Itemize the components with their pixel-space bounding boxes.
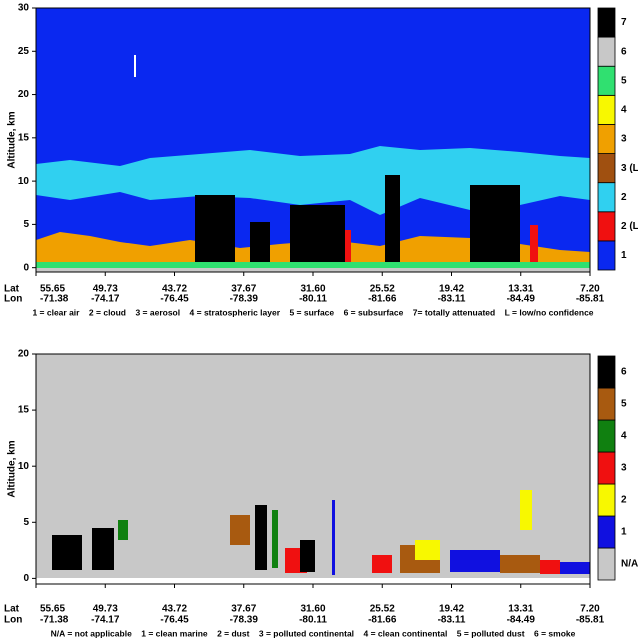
legend-swatch	[597, 153, 616, 184]
legend-swatch	[597, 182, 616, 213]
legend-swatch	[597, 124, 616, 154]
y-tick-label: 5	[23, 517, 29, 528]
legend-label: 2 (L)	[621, 221, 638, 232]
x-tick-label: -85.81	[576, 294, 605, 305]
legend-label: 5	[621, 399, 627, 410]
legend-label: 2	[621, 192, 627, 203]
x-tick-label: -80.11	[299, 294, 327, 305]
legend-label: N/A	[621, 559, 638, 570]
x-tick-label: -85.81	[576, 615, 605, 626]
legend-label: 6	[621, 46, 627, 57]
legend-note: N/A = not applicable 1 = clean marine 2 …	[51, 628, 576, 638]
x-tick-label: 7.20	[580, 284, 600, 295]
x-tick-label: 49.73	[93, 604, 118, 615]
legend-label: 4	[621, 431, 627, 442]
y-tick-label: 25	[18, 46, 30, 57]
x-tick-label: -81.66	[368, 294, 397, 305]
x-tick-label: -83.11	[438, 615, 466, 626]
legend-label: 2	[621, 495, 627, 506]
x-tick-label: 13.31	[508, 604, 533, 615]
legend-note: 1 = clear air 2 = cloud 3 = aerosol 4 = …	[32, 307, 593, 317]
x-tick-label: -84.49	[507, 294, 536, 305]
legend-swatch	[597, 515, 616, 549]
x-tick-label: -84.49	[507, 615, 536, 626]
x-row-name: Lat	[4, 284, 20, 295]
x-tick-label: 13.31	[508, 284, 533, 295]
legend-swatch	[597, 94, 616, 125]
legend-swatch	[597, 355, 616, 389]
x-tick-label: -71.38	[40, 294, 69, 305]
legend-swatch	[597, 7, 616, 38]
legend-label: 3	[621, 134, 627, 145]
curtain-bottom	[36, 354, 590, 584]
x-tick-label: -74.17	[91, 294, 120, 305]
x-tick-label: -71.38	[40, 615, 69, 626]
y-tick-label: 20	[18, 349, 30, 360]
x-tick-label: 43.72	[162, 284, 187, 295]
x-tick-label: -83.11	[438, 294, 466, 305]
x-tick-label: -80.11	[299, 615, 327, 626]
x-tick-label: 31.60	[300, 604, 325, 615]
legend-swatch	[597, 387, 616, 421]
y-axis-label: Altitude, km	[7, 440, 18, 497]
y-tick-label: 10	[18, 461, 30, 472]
x-tick-label: 37.67	[231, 284, 256, 295]
x-tick-label: 49.73	[93, 284, 118, 295]
x-row-name: Lat	[4, 604, 20, 615]
y-axis-label: Altitude, km	[7, 111, 18, 168]
x-tick-label: 7.20	[580, 604, 600, 615]
x-tick-label: 43.72	[162, 604, 187, 615]
x-tick-label: -76.45	[160, 294, 189, 305]
x-tick-label: -81.66	[368, 615, 397, 626]
legend-label: 3	[621, 463, 627, 474]
legend-swatch	[597, 419, 616, 453]
x-tick-label: 19.42	[439, 284, 464, 295]
legend-swatch	[597, 36, 616, 67]
y-tick-label: 0	[23, 262, 29, 273]
x-tick-label: 25.52	[370, 284, 395, 295]
legend-swatch	[597, 65, 616, 96]
legend-label: 7	[621, 17, 627, 28]
y-tick-label: 15	[18, 405, 30, 416]
y-tick-label: 5	[23, 219, 29, 230]
x-tick-label: 55.65	[40, 604, 65, 615]
legend-swatch	[597, 451, 616, 485]
x-row-name: Lon	[4, 294, 22, 305]
x-row-name: Lon	[4, 615, 22, 626]
legend-swatch	[597, 211, 616, 242]
legend-swatch	[597, 483, 616, 517]
legend-swatch	[597, 240, 616, 271]
x-tick-label: -78.39	[230, 294, 259, 305]
curtain-top	[36, 8, 590, 272]
x-tick-label: -76.45	[160, 615, 189, 626]
x-tick-label: 31.60	[300, 284, 325, 295]
legend-label: 6	[621, 367, 627, 378]
legend-label: 1	[621, 527, 627, 538]
x-tick-label: 37.67	[231, 604, 256, 615]
x-tick-label: 19.42	[439, 604, 464, 615]
legend-swatch	[597, 547, 616, 581]
x-tick-label: -78.39	[230, 615, 259, 626]
y-tick-label: 15	[18, 132, 30, 143]
x-tick-label: -74.17	[91, 615, 120, 626]
y-tick-label: 30	[18, 3, 30, 14]
legend-label: 4	[621, 105, 627, 116]
y-tick-label: 20	[18, 89, 30, 100]
y-tick-label: 0	[23, 573, 29, 584]
legend-label: 3 (L)	[621, 163, 638, 174]
x-tick-label: 25.52	[370, 604, 395, 615]
x-tick-label: 55.65	[40, 284, 65, 295]
y-tick-label: 10	[18, 176, 30, 187]
legend-label: 5	[621, 75, 627, 86]
legend-label: 1	[621, 250, 627, 261]
